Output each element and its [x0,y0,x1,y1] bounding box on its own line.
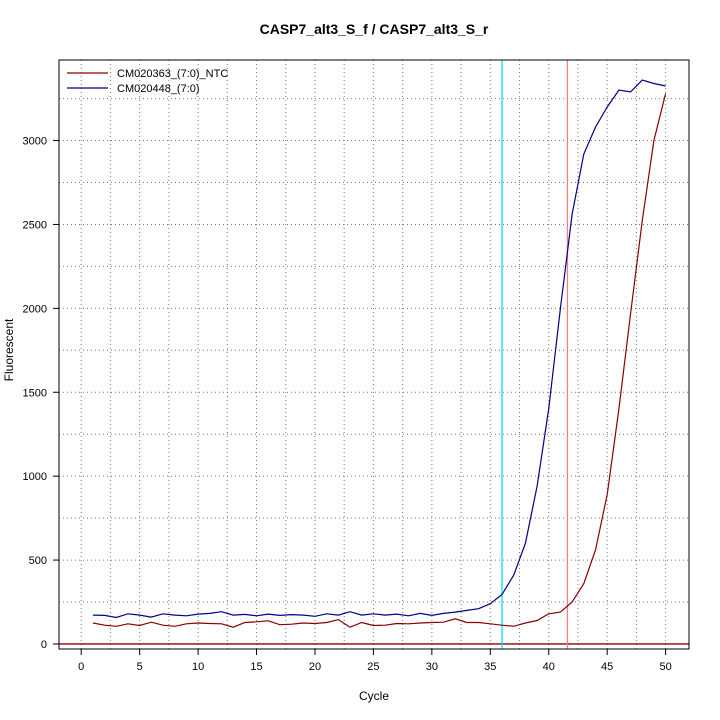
x-tick-label: 15 [250,661,262,673]
legend-label-1: CM020363_(7:0)_NTC [117,68,228,80]
legend-label-2: CM020448_(7:0) [117,83,200,95]
y-tick-label: 500 [29,555,47,567]
series-line-2 [92,79,666,619]
x-tick-label: 45 [601,661,613,673]
series-line-1 [92,93,667,628]
chart-title: CASP7_alt3_S_f / CASP7_alt3_S_r [260,21,489,37]
legend: CM020363_(7:0)_NTC CM020448_(7:0) [67,68,228,95]
series-layer [92,79,667,628]
x-tick-label: 25 [367,661,379,673]
x-tick-label: 10 [192,661,204,673]
x-tick-label: 30 [426,661,438,673]
y-tick-label: 3000 [23,136,47,148]
x-tick-label: 0 [78,661,84,673]
x-tick-label: 40 [543,661,555,673]
x-tick-label: 5 [137,661,143,673]
x-axis: 0 5 10 15 20 25 30 35 40 45 50 [78,649,672,673]
y-tick-label: 1000 [23,471,47,483]
y-tick-label: 2000 [23,303,47,315]
plot-border [58,59,690,650]
y-axis-label: Fluorescent [2,318,16,381]
y-tick-label: 1500 [23,387,47,399]
y-tick-label: 0 [41,639,47,651]
x-tick-label: 20 [309,661,321,673]
x-tick-label: 50 [659,661,671,673]
marker-lines [59,60,689,649]
x-axis-label: Cycle [359,689,389,703]
grid [59,60,689,649]
y-axis: 0 500 1000 1500 2000 2500 3000 [23,136,59,651]
y-tick-label: 2500 [23,219,47,231]
x-tick-label: 35 [484,661,496,673]
